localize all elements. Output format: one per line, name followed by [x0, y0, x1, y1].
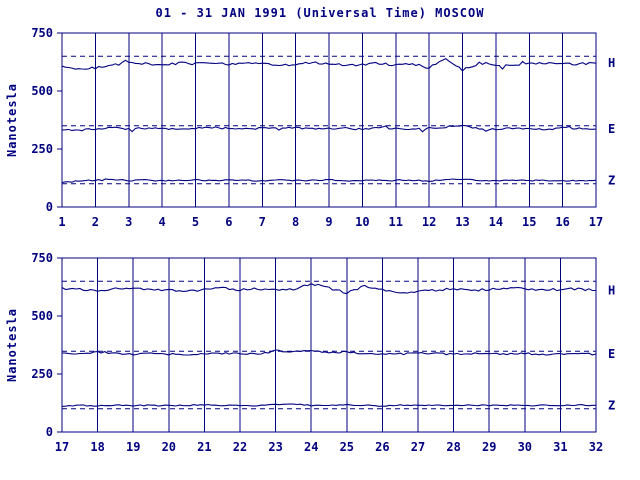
- x-tick-label: 6: [225, 215, 232, 229]
- x-tick-label: 17: [589, 215, 603, 229]
- x-tick-label: 27: [411, 440, 425, 454]
- series-H-line: [61, 57, 597, 72]
- series-label-Z: Z: [608, 173, 615, 187]
- series-Z-line: [61, 178, 597, 184]
- x-tick-label: 16: [555, 215, 569, 229]
- x-tick-label: 23: [268, 440, 282, 454]
- y-tick-label: 250: [31, 142, 53, 156]
- x-tick-label: 8: [292, 215, 299, 229]
- panel-border: [61, 32, 597, 208]
- x-tick-label: 4: [159, 215, 166, 229]
- x-tick-label: 26: [375, 440, 389, 454]
- x-tick-label: 25: [340, 440, 354, 454]
- x-tick-label: 13: [455, 215, 469, 229]
- x-tick-label: 24: [304, 440, 318, 454]
- panel-2: 0 250 500 750 17 18 19 20 21 22 23 24 25 26 27 28 29 30 31…: [5, 251, 615, 454]
- series-label-H: H: [608, 283, 615, 297]
- y-tick-label: 750: [31, 251, 53, 265]
- x-tick-label: 14: [489, 215, 503, 229]
- series-H-line: [61, 282, 596, 295]
- x-tick-label: 32: [589, 440, 603, 454]
- y-tick-label: 500: [31, 84, 53, 98]
- series-E-line: [61, 124, 597, 133]
- y-tick-label: 0: [46, 200, 53, 214]
- x-tick-label: 15: [522, 215, 536, 229]
- series-Z-line: [61, 403, 596, 407]
- y-tick-label: 0: [46, 425, 53, 439]
- y-tick-label: 500: [31, 309, 53, 323]
- series-E-line: [61, 349, 597, 356]
- x-tick-label: 20: [162, 440, 176, 454]
- series-label-E: E: [608, 122, 615, 136]
- x-tick-label: 21: [197, 440, 211, 454]
- x-tick-label: 28: [446, 440, 460, 454]
- x-tick-label: 3: [125, 215, 132, 229]
- x-tick-label: 30: [518, 440, 532, 454]
- x-tick-label: 12: [422, 215, 436, 229]
- series-label-E: E: [608, 347, 615, 361]
- series-label-Z: Z: [608, 398, 615, 412]
- x-tick-label: 9: [325, 215, 332, 229]
- x-tick-label: 10: [355, 215, 369, 229]
- panel-border: [61, 257, 597, 433]
- x-tick-label: 2: [92, 215, 99, 229]
- y-axis-label: Nanotesla: [5, 308, 19, 382]
- y-tick-label: 250: [31, 367, 53, 381]
- x-tick-label: 18: [90, 440, 104, 454]
- series-label-H: H: [608, 56, 615, 70]
- x-tick-label: 31: [553, 440, 567, 454]
- y-tick-label: 750: [31, 26, 53, 40]
- x-tick-label: 11: [389, 215, 403, 229]
- x-tick-label: 17: [55, 440, 69, 454]
- x-tick-label: 7: [259, 215, 266, 229]
- y-axis-label: Nanotesla: [5, 83, 19, 157]
- x-tick-label: 22: [233, 440, 247, 454]
- chart-title: 01 - 31 JAN 1991 (Universal Time) MOSCOW: [155, 6, 485, 20]
- x-tick-label: 5: [192, 215, 199, 229]
- x-tick-label: 29: [482, 440, 496, 454]
- x-tick-label: 19: [126, 440, 140, 454]
- x-tick-label: 1: [58, 215, 65, 229]
